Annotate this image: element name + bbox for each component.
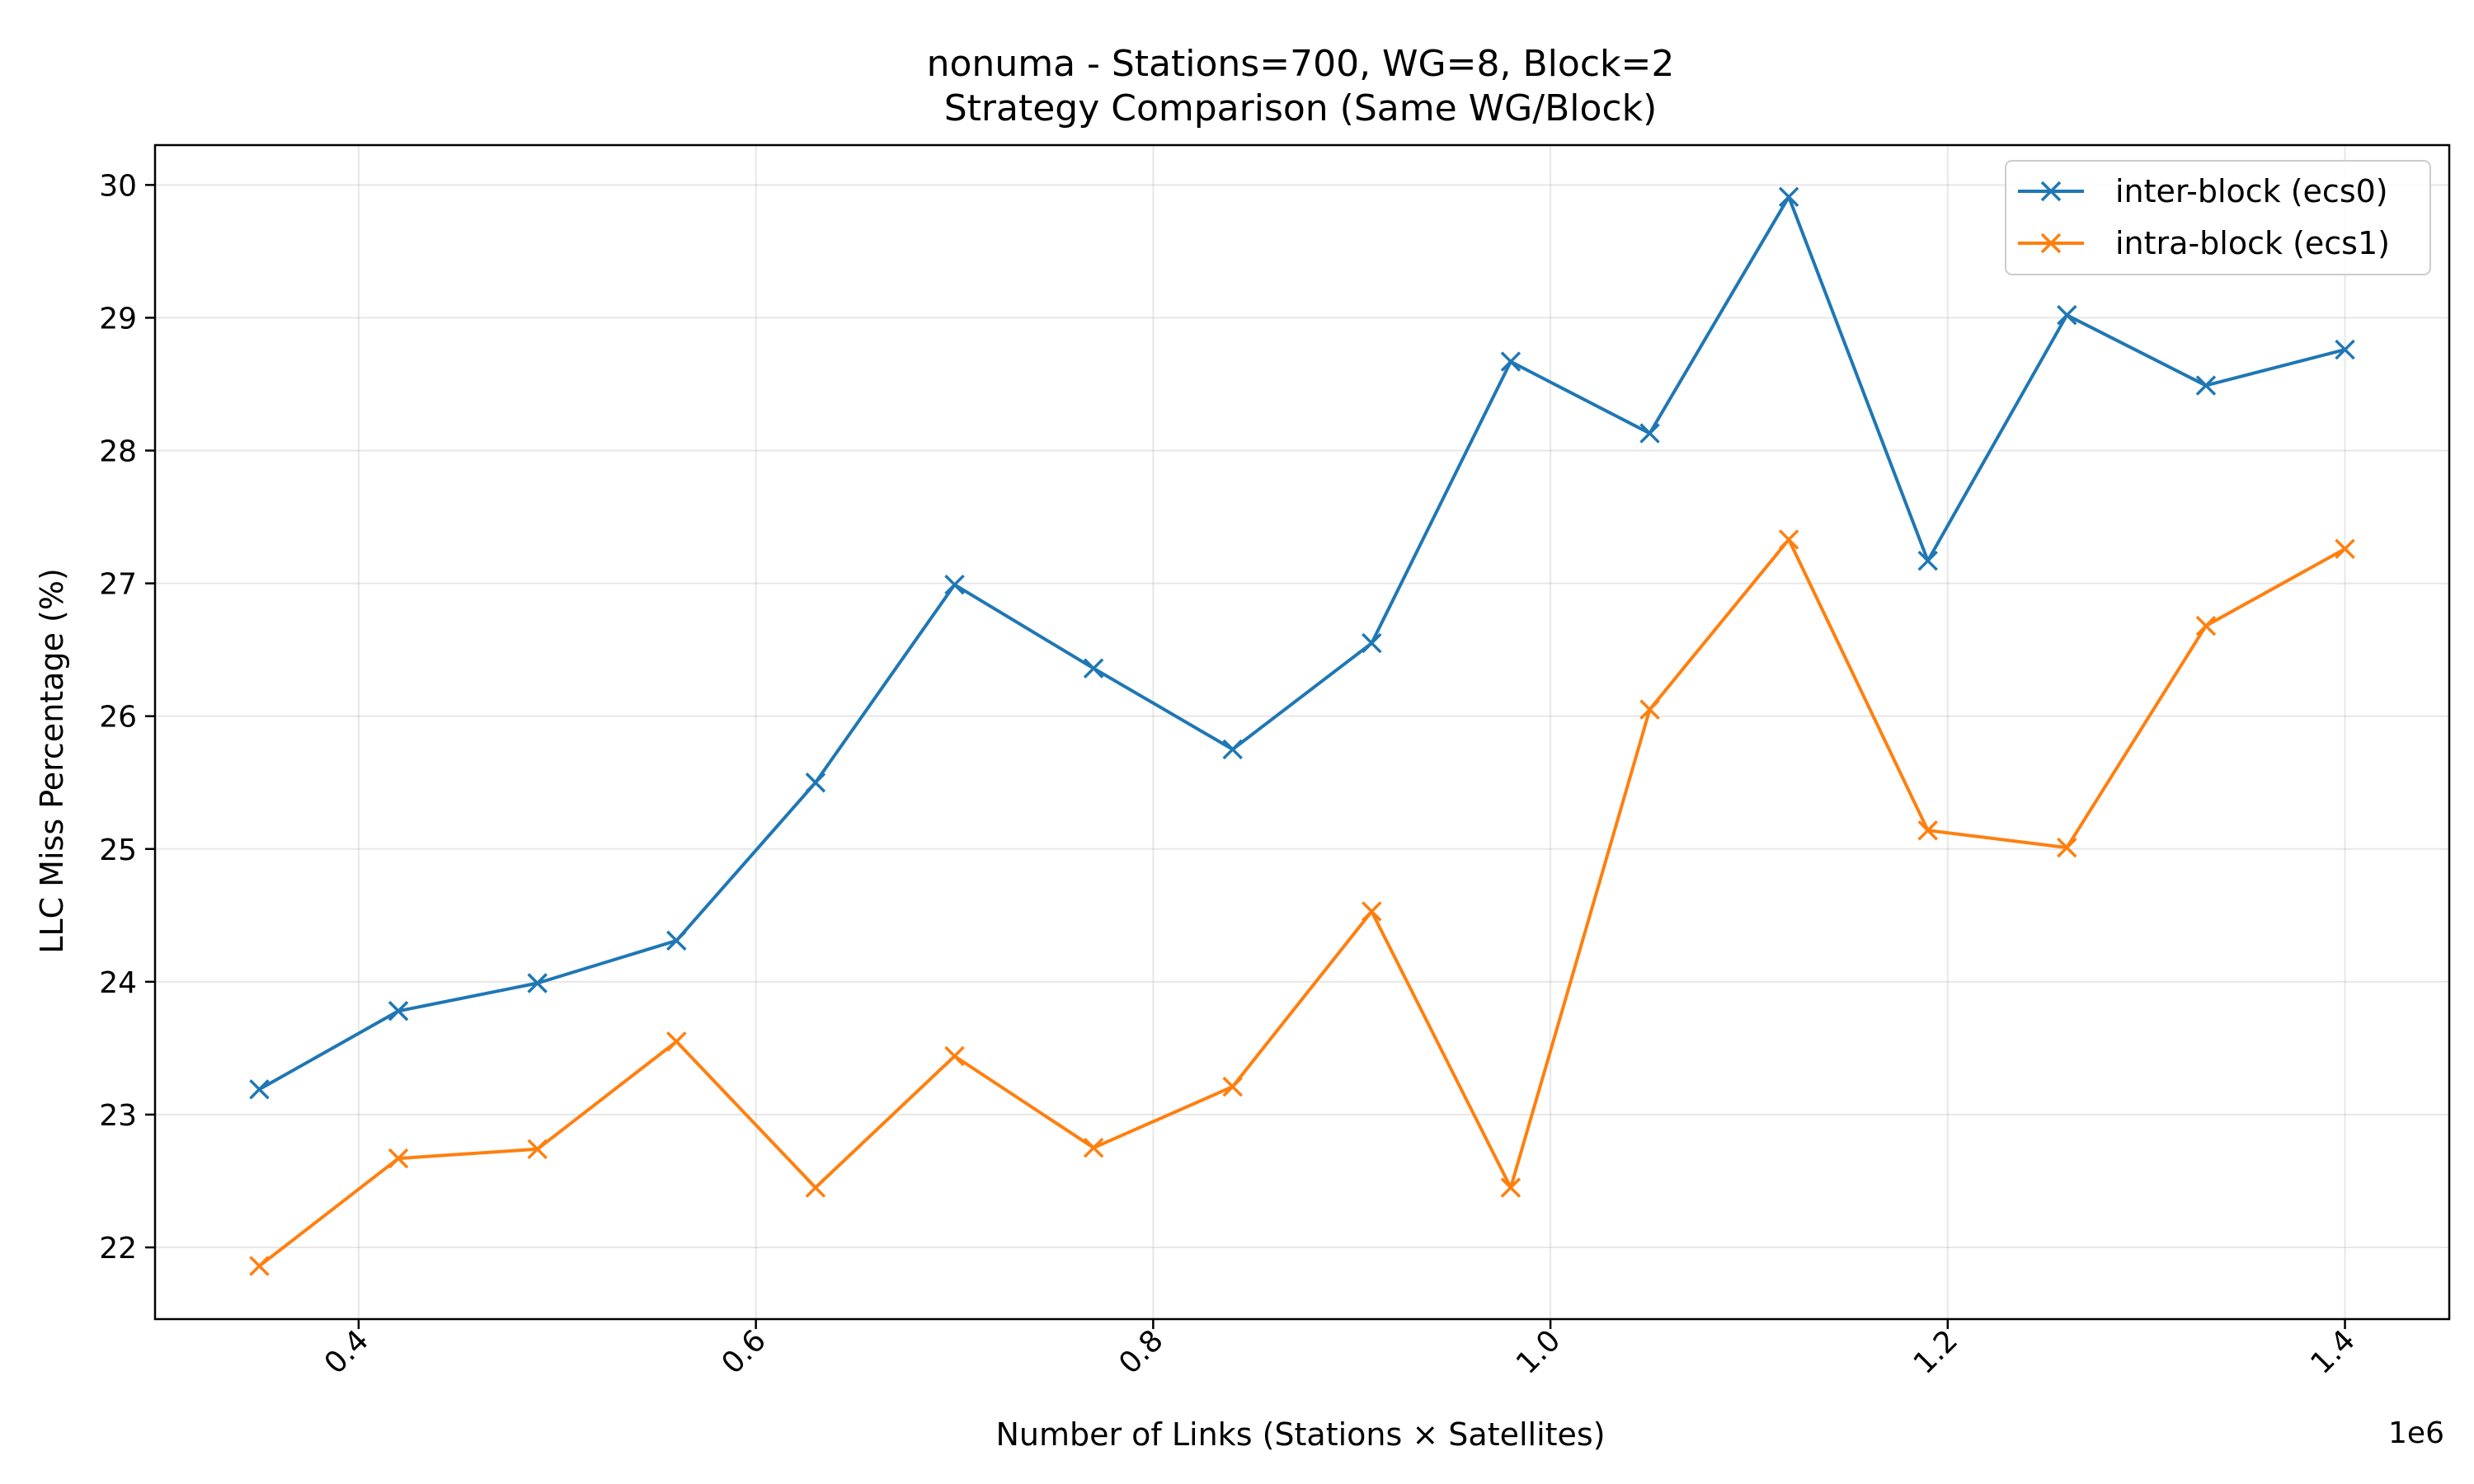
data-point-intra-block (2335, 538, 2355, 559)
data-point-inter-block (2057, 304, 2077, 326)
y-tick-label: 30 (99, 169, 137, 203)
plot-series (249, 186, 2355, 1276)
data-point-inter-block (1500, 351, 1522, 372)
data-point-inter-block (805, 772, 826, 793)
data-point-inter-block (1917, 550, 1938, 571)
data-point-inter-block (1639, 423, 1660, 444)
data-point-inter-block (1083, 658, 1104, 679)
data-point-intra-block (388, 1148, 409, 1169)
legend-label-intra-block: intra-block (ecs1) (2115, 225, 2390, 261)
data-point-intra-block (1778, 529, 1799, 550)
data-point-intra-block (666, 1031, 687, 1052)
grid (155, 145, 2449, 1319)
data-point-inter-block (1362, 632, 1382, 654)
data-point-intra-block (1222, 1076, 1243, 1097)
data-point-intra-block (944, 1045, 965, 1067)
series-intra-block (249, 529, 2355, 1276)
data-point-inter-block (1778, 186, 1799, 208)
data-point-intra-block (1500, 1177, 1522, 1198)
legend-marker-intra-block (2040, 232, 2062, 254)
legend-marker-inter-block (2040, 181, 2062, 202)
series-line-inter-block (258, 195, 2345, 1092)
data-point-intra-block (249, 1256, 270, 1276)
y-tick-label: 26 (99, 701, 137, 735)
y-tick-label: 24 (99, 966, 137, 1000)
x-offset-label: 1e6 (2388, 1416, 2444, 1450)
y-tick-label: 28 (99, 434, 137, 468)
y-tick-label: 23 (99, 1099, 137, 1133)
legend-frame (2005, 160, 2431, 275)
legend: inter-block (ecs0) intra-block (ecs1) (2005, 160, 2431, 275)
x-tick-label: 1.0 (1510, 1323, 1567, 1380)
data-point-inter-block (666, 930, 687, 951)
data-point-intra-block (1362, 901, 1382, 922)
x-tick-label: 0.6 (715, 1323, 772, 1380)
data-point-inter-block (2335, 339, 2355, 360)
axis-ticks: 0.4 0.6 0.8 1.0 1.2 1.4 22 23 24 25 26 27 28 29 30 (99, 169, 2362, 1381)
data-point-intra-block (805, 1177, 826, 1198)
legend-label-inter-block: inter-block (ecs0) (2115, 173, 2388, 209)
y-tick-label: 29 (99, 302, 137, 336)
x-axis-label: Number of Links (Stations × Satellites) (995, 1416, 1605, 1453)
data-point-inter-block (527, 973, 548, 993)
data-point-inter-block (249, 1079, 270, 1100)
data-point-intra-block (527, 1139, 548, 1160)
y-tick-label: 22 (99, 1232, 137, 1266)
data-point-intra-block (2195, 615, 2217, 636)
series-line-intra-block (258, 538, 2346, 1268)
x-tick-label: 0.4 (318, 1323, 375, 1380)
data-point-inter-block (1222, 739, 1243, 760)
y-tick-label: 27 (99, 568, 137, 602)
data-point-intra-block (1639, 699, 1660, 720)
legend-entry-inter-block: inter-block (ecs0) (2018, 173, 2388, 209)
series-inter-block (249, 186, 2355, 1100)
chart-subtitle: Strategy Comparison (Same WG/Block) (944, 87, 1658, 129)
x-tick-label: 1.2 (1907, 1323, 1964, 1380)
chart-title: nonuma - Stations=700, WG=8, Block=2 (927, 43, 1675, 85)
x-tick-label: 1.4 (2304, 1323, 2361, 1380)
data-point-inter-block (2195, 375, 2217, 396)
legend-entry-intra-block: intra-block (ecs1) (2018, 225, 2390, 261)
data-point-intra-block (1917, 819, 1938, 841)
data-point-inter-block (944, 574, 965, 595)
y-tick-label: 25 (99, 834, 137, 867)
plot-frame (153, 143, 2451, 1321)
x-tick-label: 0.8 (1112, 1323, 1169, 1380)
data-point-intra-block (2057, 837, 2077, 858)
data-point-inter-block (388, 1001, 409, 1021)
data-point-intra-block (1083, 1137, 1104, 1158)
y-axis-label: LLC Miss Percentage (%) (34, 568, 70, 954)
